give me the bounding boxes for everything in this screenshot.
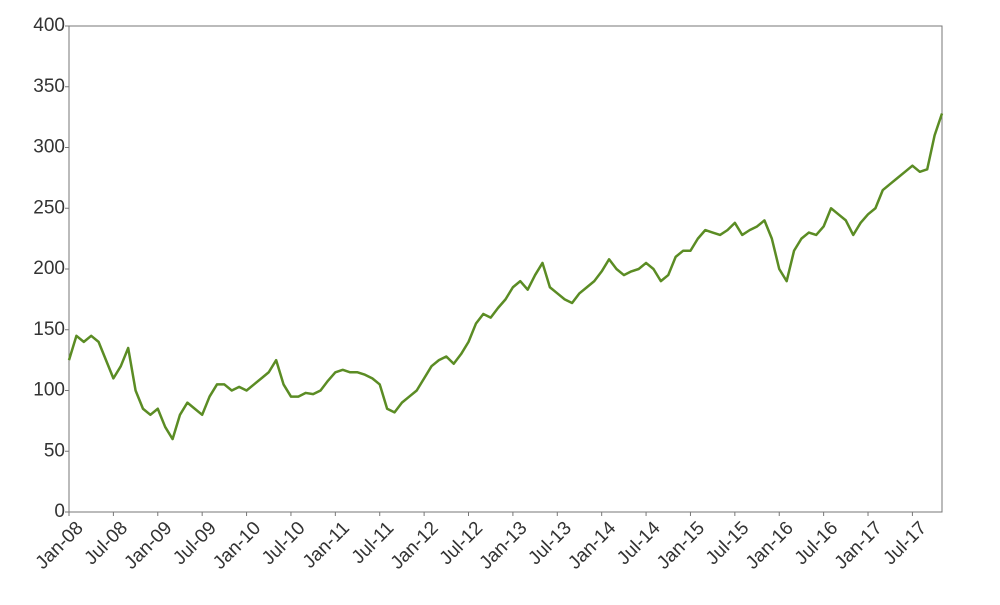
plot-frame xyxy=(68,25,943,513)
x-tick-label: Jan-11 xyxy=(299,518,354,573)
x-tick-label: Jan-08 xyxy=(32,518,88,574)
x-tick-label: Jan-14 xyxy=(564,517,620,573)
x-tick-label: Jan-13 xyxy=(476,518,532,574)
y-tick-label: 350 xyxy=(33,76,65,97)
y-tick-label: 400 xyxy=(33,15,65,36)
y-tick-label: 300 xyxy=(33,137,65,158)
x-tick-label: Jan-10 xyxy=(209,518,265,574)
x-tick-label: Jan-09 xyxy=(120,518,176,574)
x-tick-label: Jan-15 xyxy=(653,518,709,574)
y-tick-label: 250 xyxy=(33,197,65,218)
y-tick-label: 150 xyxy=(33,319,65,340)
x-tick-label: Jan-17 xyxy=(831,518,887,574)
y-tick-label: 100 xyxy=(33,380,65,401)
x-tick-label: Jul-17 xyxy=(880,518,931,569)
y-tick-label: 50 xyxy=(44,440,65,461)
y-tick-label: 200 xyxy=(33,258,65,279)
data-line xyxy=(67,113,944,441)
x-tick-label: Jan-12 xyxy=(387,518,443,574)
y-tick-label: 0 xyxy=(54,501,65,522)
x-tick-label: Jan-16 xyxy=(742,518,798,574)
